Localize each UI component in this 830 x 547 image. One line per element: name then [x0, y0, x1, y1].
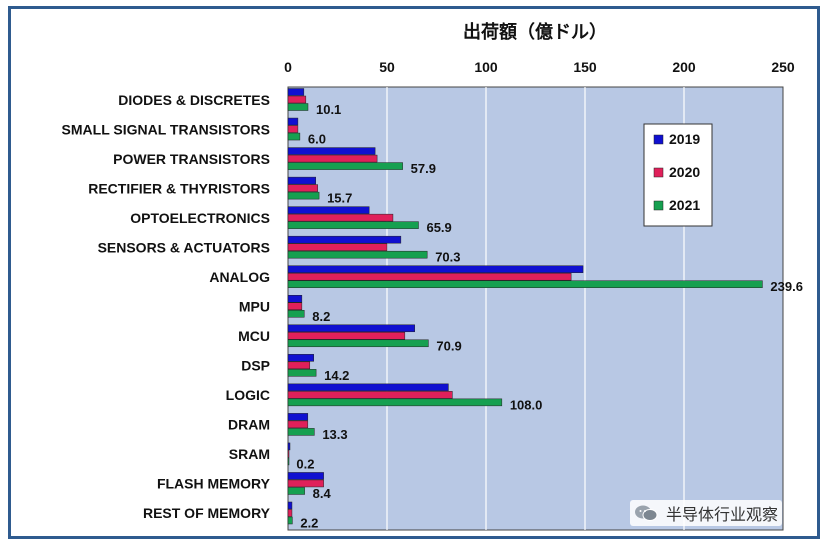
bar-2019: [287, 88, 305, 96]
category-label: MPU: [239, 299, 270, 315]
bar-2020: [287, 125, 299, 133]
bar-2019: [287, 413, 309, 421]
bar-2019: [287, 354, 314, 362]
bar-2020: [287, 391, 453, 399]
data-label: 0.2: [296, 456, 314, 471]
category-label: DSP: [241, 358, 270, 374]
bar-2020: [287, 302, 303, 310]
data-label: 108.0: [510, 397, 543, 412]
data-label: 13.3: [322, 427, 347, 442]
bar-2020: [287, 361, 311, 370]
category-label: SRAM: [229, 446, 270, 462]
bar-2021: [287, 487, 305, 495]
x-tick-label: 0: [284, 59, 292, 75]
data-label: 239.6: [770, 279, 803, 294]
data-label: 8.2: [312, 309, 330, 324]
x-tick-label: 150: [573, 59, 597, 75]
category-label: ANALOG: [209, 269, 270, 285]
data-label: 15.7: [327, 191, 352, 206]
data-label: 6.0: [308, 132, 326, 147]
bar-2020: [287, 479, 324, 488]
bar-2021: [287, 339, 429, 348]
category-label: REST OF MEMORY: [143, 505, 271, 521]
bar-2021: [287, 103, 309, 111]
bar-2020: [287, 243, 388, 251]
bar-2020: [287, 450, 290, 458]
x-tick-label: 100: [474, 59, 498, 75]
bar-2021: [287, 250, 428, 259]
category-label: LOGIC: [226, 387, 270, 403]
bar-2019: [287, 147, 376, 155]
bar-2019: [287, 442, 291, 451]
bar-2021: [287, 191, 320, 200]
x-tick-label: 50: [379, 59, 395, 75]
bar-2019: [287, 117, 299, 126]
bar-2021: [287, 132, 301, 141]
bar-2019: [287, 472, 324, 480]
category-label: RECTIFIER & THYRISTORS: [88, 180, 270, 196]
bar-2021: [287, 428, 315, 436]
bar-2020: [287, 154, 378, 163]
bar-2019: [287, 324, 415, 333]
bar-2020: [287, 332, 406, 340]
legend-label-2020: 2020: [669, 164, 700, 180]
category-label: SMALL SIGNAL TRANSISTORS: [62, 121, 270, 137]
watermark: 半导体行业观察: [630, 500, 783, 526]
bar-2021: [287, 369, 317, 377]
bar-2019: [287, 176, 316, 185]
bar-2021: [287, 398, 503, 407]
bar-2019: [287, 235, 402, 244]
category-label: OPTOELECTRONICS: [130, 210, 270, 226]
category-label: MCU: [238, 328, 270, 344]
bar-2019: [287, 265, 584, 273]
watermark-text: 半导体行业观察: [666, 505, 779, 524]
data-label: 70.9: [436, 338, 461, 353]
wechat-icon: [634, 504, 658, 522]
category-label: FLASH MEMORY: [157, 476, 271, 492]
data-label: 8.4: [313, 486, 332, 501]
data-label: 10.1: [316, 102, 341, 117]
category-label: DRAM: [228, 417, 270, 433]
bar-2021: [287, 310, 305, 318]
bar-2020: [287, 184, 318, 192]
legend-swatch-2021: [653, 200, 664, 211]
chart-title: 出荷額（億ドル）: [463, 21, 607, 42]
x-tick-label: 200: [672, 59, 696, 75]
category-label: SENSORS & ACTUATORS: [98, 239, 270, 255]
bar-2019: [287, 501, 293, 510]
data-label: 57.9: [411, 161, 436, 176]
bar-2021: [287, 162, 403, 170]
bar-2019: [287, 206, 370, 214]
bar-2020: [287, 420, 309, 429]
bar-2021: [287, 280, 763, 288]
legend-label-2021: 2021: [669, 197, 700, 213]
x-tick-label: 250: [771, 59, 795, 75]
bar-2020: [287, 272, 572, 281]
legend-swatch-2019: [653, 134, 664, 145]
bar-2021: [287, 516, 293, 525]
bar-2021: [287, 457, 290, 466]
data-label: 14.2: [324, 368, 349, 383]
data-label: 65.9: [426, 220, 451, 235]
category-label: POWER TRANSISTORS: [113, 151, 270, 167]
bar-2020: [287, 213, 394, 222]
bar-2019: [287, 383, 449, 392]
bar-2020: [287, 509, 293, 517]
bar-2019: [287, 295, 303, 303]
legend-label-2019: 2019: [669, 131, 700, 147]
legend-swatch-2020: [653, 167, 664, 178]
data-label: 70.3: [435, 250, 460, 265]
category-label: DIODES & DISCRETES: [118, 92, 270, 108]
data-label: 2.2: [300, 515, 318, 530]
bar-2020: [287, 95, 307, 104]
bar-2021: [287, 221, 419, 229]
